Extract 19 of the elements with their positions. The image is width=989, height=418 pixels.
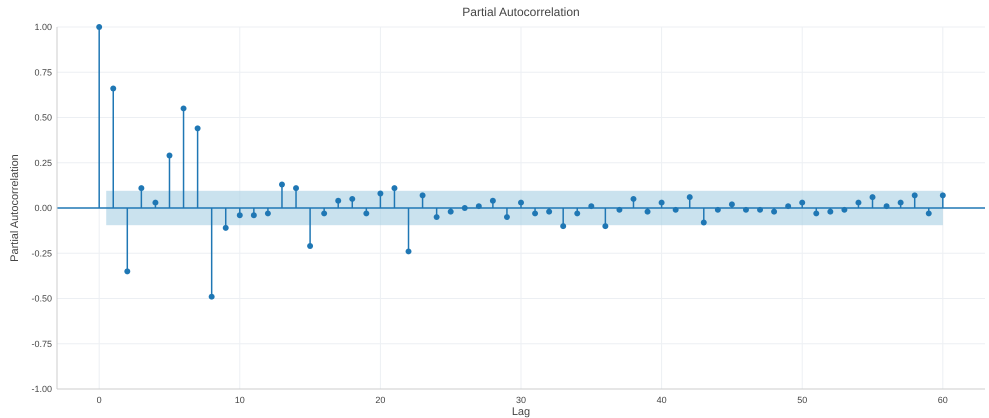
x-axis-title: Lag [512, 406, 530, 418]
y-tick-label: 1.00 [34, 22, 52, 32]
x-tick-label: 30 [516, 395, 526, 405]
y-tick-label: -0.75 [31, 338, 52, 349]
x-tick-label: 50 [797, 395, 808, 405]
y-tick-label: 0.50 [34, 112, 52, 122]
y-tick-label: 0.00 [34, 203, 52, 213]
y-tick-label: -0.50 [31, 294, 52, 304]
x-tick-label: 0 [96, 395, 102, 405]
x-tick-label: 20 [375, 395, 386, 405]
y-tick-label: -1.00 [31, 384, 52, 394]
x-tick-label: 60 [938, 395, 948, 405]
x-tick-label: 40 [656, 395, 667, 405]
y-tick-label: 0.75 [34, 67, 52, 78]
y-tick-label: -0.25 [31, 248, 52, 258]
x-tick-label: 10 [234, 395, 245, 405]
chart-title: Partial Autocorrelation [462, 5, 580, 19]
y-tick-label: 0.25 [34, 158, 52, 168]
y-axis-title: Partial Autocorrelation [9, 154, 21, 262]
